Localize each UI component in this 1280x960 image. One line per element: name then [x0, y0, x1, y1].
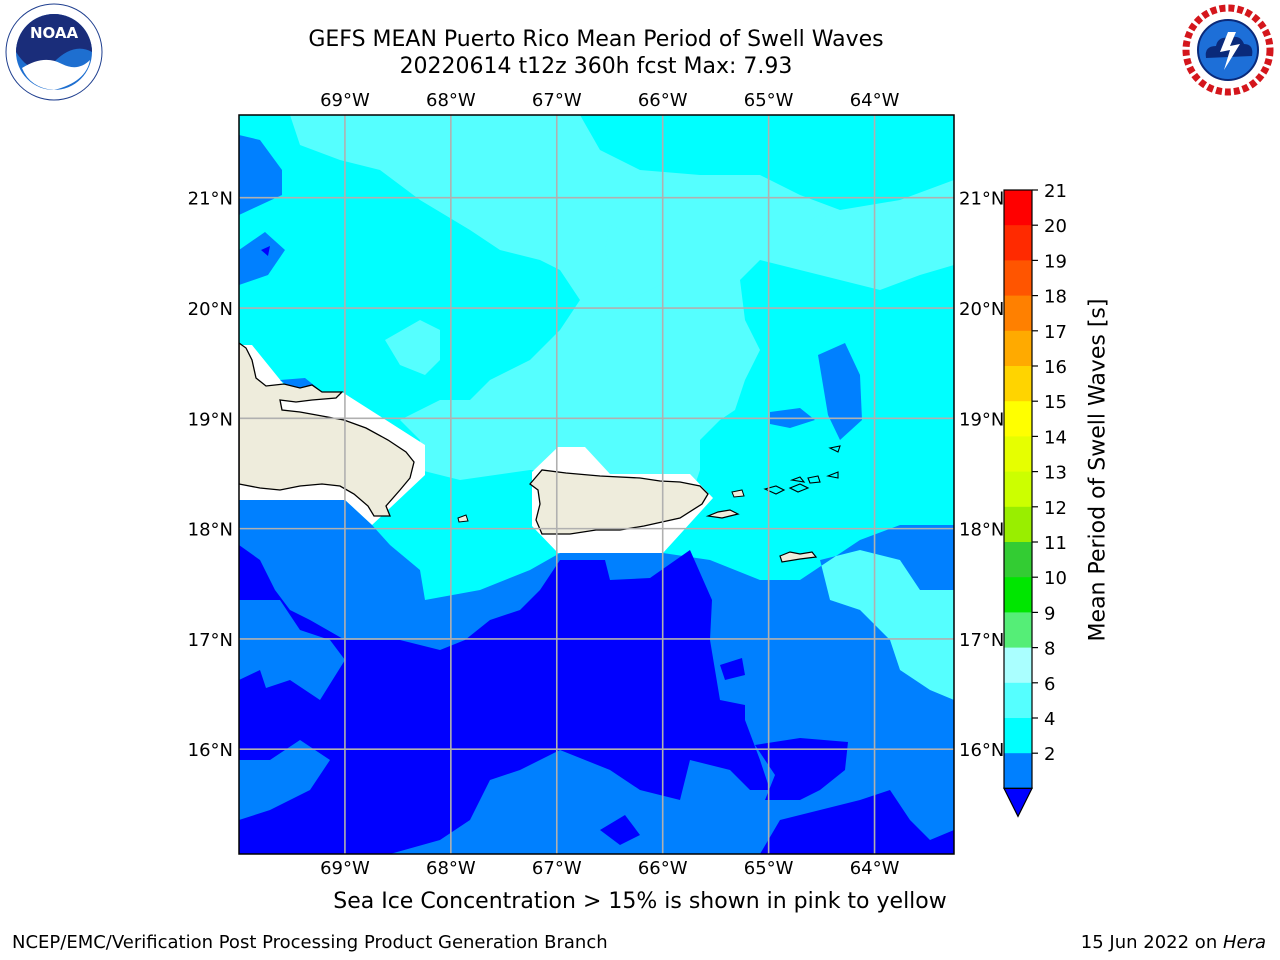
colorbar-tick-label: 17 — [1044, 322, 1067, 343]
land-hispaniola — [239, 342, 415, 517]
lat-label-right: 17°N — [959, 630, 1004, 651]
colorbar-tick-label: 11 — [1044, 533, 1067, 554]
colorbar-segment — [1004, 612, 1032, 649]
colorbar-tick-label: 9 — [1044, 603, 1055, 624]
lon-label-top: 64°W — [850, 90, 900, 111]
land-island — [705, 509, 740, 519]
lat-label-right: 19°N — [959, 409, 1004, 430]
colorbar-tick-label: 4 — [1044, 709, 1055, 730]
colorbar-frame — [1003, 189, 1033, 790]
colorbar-tick-label: 6 — [1044, 674, 1055, 695]
graticule — [239, 115, 954, 854]
colorbar-tick-label: 19 — [1044, 251, 1067, 272]
lat-label-right: 18°N — [959, 520, 1004, 541]
colorbar-tick-label: 13 — [1044, 463, 1067, 484]
swell-band-6-8 — [810, 212, 828, 240]
colorbar-segment — [1004, 260, 1032, 297]
colorbar-tick-label: 2 — [1044, 744, 1055, 765]
colorbar-under-arrow — [1003, 787, 1033, 818]
colorbar-segment — [1004, 718, 1032, 754]
colorbar-segment — [1004, 471, 1032, 508]
nws-logo — [1180, 2, 1276, 98]
noaa-logo-text: NOAA — [30, 24, 79, 42]
colorbar-segment — [1004, 577, 1032, 613]
lon-label-top: 67°W — [532, 90, 582, 111]
colorbar-tick-label: 18 — [1044, 287, 1067, 308]
swell-band-below-2 — [720, 658, 745, 680]
contour-field — [239, 115, 954, 854]
footer-date-text: 15 Jun 2022 on — [1080, 932, 1223, 953]
swell-band-below-2 — [755, 738, 848, 800]
land-island — [731, 489, 745, 498]
swell-band-6-8 — [385, 320, 440, 375]
map-frame — [238, 114, 955, 855]
lat-label-right: 20°N — [959, 299, 1004, 320]
colorbar-segment — [1004, 366, 1032, 402]
swell-band-2-4 — [818, 343, 862, 440]
swell-band-6-8 — [820, 550, 954, 700]
lat-label-left: 21°N — [188, 189, 233, 210]
axis-labels: 69°W 69°W 68°W 68°W 67°W 67°W 66°W 66°W 65°W 65°W… — [188, 90, 1005, 879]
colorbar: 21 20 19 18 17 16 15 14 13 12 11 10 9 8 6 4 2 — [1003, 181, 1067, 818]
swell-band-2-4 — [239, 135, 282, 215]
lon-label-top: 65°W — [744, 90, 794, 111]
colorbar-segment — [1004, 436, 1032, 473]
colorbar-tick-label: 8 — [1044, 639, 1055, 660]
lat-label-left: 19°N — [188, 409, 233, 430]
colorbar-tick-label: 16 — [1044, 357, 1067, 378]
swell-band-below-2 — [600, 815, 640, 845]
colorbar-segment — [1004, 506, 1032, 543]
colorbar-tick-label: 21 — [1044, 181, 1067, 202]
swell-band-below-2 — [760, 790, 954, 854]
land-island — [763, 445, 841, 495]
lat-label-left: 18°N — [188, 520, 233, 541]
lon-label-bottom: 64°W — [850, 858, 900, 879]
lon-label-top: 66°W — [638, 90, 688, 111]
lat-label-left: 20°N — [188, 299, 233, 320]
lon-label-bottom: 67°W — [532, 858, 582, 879]
footer-host: Hera — [1222, 932, 1266, 953]
colorbar-tick-label: 10 — [1044, 568, 1067, 589]
swell-band-below-2 — [261, 246, 270, 256]
noaa-logo: NOAA — [4, 2, 104, 102]
swell-band-below-2 — [364, 770, 382, 782]
colorbar-segment — [1004, 190, 1032, 226]
map-title: GEFS MEAN Puerto Rico Mean Period of Swe… — [308, 27, 884, 52]
colorbar-tick-label: 20 — [1044, 216, 1067, 237]
lon-label-bottom: 66°W — [638, 858, 688, 879]
swell-band-6-8 — [605, 225, 680, 300]
sea-ice-caption: Sea Ice Concentration > 15% is shown in … — [333, 889, 947, 914]
colorbar-tick-label: 14 — [1044, 427, 1067, 448]
lat-label-left: 16°N — [188, 740, 233, 761]
lon-label-bottom: 65°W — [744, 858, 794, 879]
colorbar-tick-label: 15 — [1044, 392, 1067, 413]
lat-label-right: 16°N — [959, 740, 1004, 761]
lon-label-bottom: 69°W — [320, 858, 370, 879]
colorbar-segment — [1004, 682, 1032, 719]
colorbar-segment — [1004, 542, 1032, 578]
swell-band-below-2 — [239, 670, 270, 730]
colorbar-segment — [1004, 647, 1032, 684]
lon-label-top: 69°W — [320, 90, 370, 111]
map-subtitle: 20220614 t12z 360h fcst Max: 7.93 — [399, 54, 793, 79]
lon-label-bottom: 68°W — [426, 858, 476, 879]
colorbar-segment — [1004, 295, 1032, 332]
footer-date: 15 Jun 2022 on Hera — [1081, 932, 1266, 953]
land-island — [457, 514, 469, 523]
footer-org: NCEP/EMC/Verification Post Processing Pr… — [12, 932, 608, 953]
lat-label-left: 17°N — [188, 630, 233, 651]
colorbar-label: Mean Period of Swell Waves [s] — [1085, 298, 1111, 642]
colorbar-segment — [1004, 753, 1032, 789]
land-island — [779, 551, 818, 563]
colorbar-tick-label: 12 — [1044, 498, 1067, 519]
colorbar-segment — [1004, 401, 1032, 437]
swell-band-2-4 — [239, 232, 285, 285]
lat-label-right: 21°N — [959, 189, 1004, 210]
colorbar-segment — [1004, 225, 1032, 261]
colorbar-segment — [1004, 330, 1032, 367]
lon-label-top: 68°W — [426, 90, 476, 111]
